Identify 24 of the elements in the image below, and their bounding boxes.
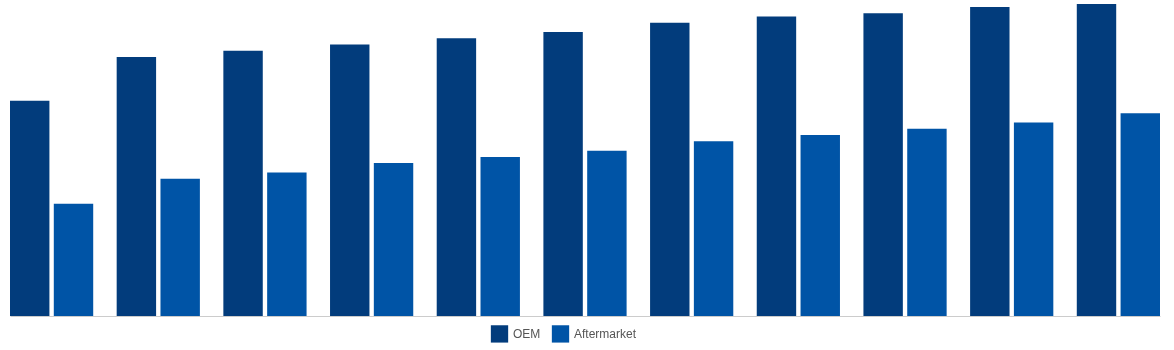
legend-label: Aftermarket xyxy=(574,326,637,341)
bar xyxy=(10,100,50,316)
bar xyxy=(116,57,157,316)
bar xyxy=(543,32,583,316)
bar xyxy=(587,150,627,316)
bar xyxy=(436,38,477,316)
bar xyxy=(1013,122,1054,316)
bar xyxy=(650,22,690,316)
bar xyxy=(1120,113,1160,316)
bar xyxy=(756,16,797,316)
bar xyxy=(223,50,263,316)
legend-label: OEM xyxy=(513,326,541,341)
bar xyxy=(373,163,414,316)
bar xyxy=(330,44,370,316)
bar xyxy=(267,172,307,316)
bar xyxy=(1076,4,1117,316)
bar xyxy=(160,178,200,316)
bar xyxy=(970,7,1010,316)
bar xyxy=(907,128,947,316)
bar xyxy=(693,141,734,316)
bar xyxy=(800,135,840,316)
bar xyxy=(53,203,94,316)
bar xyxy=(480,156,520,316)
bar xyxy=(863,13,903,316)
